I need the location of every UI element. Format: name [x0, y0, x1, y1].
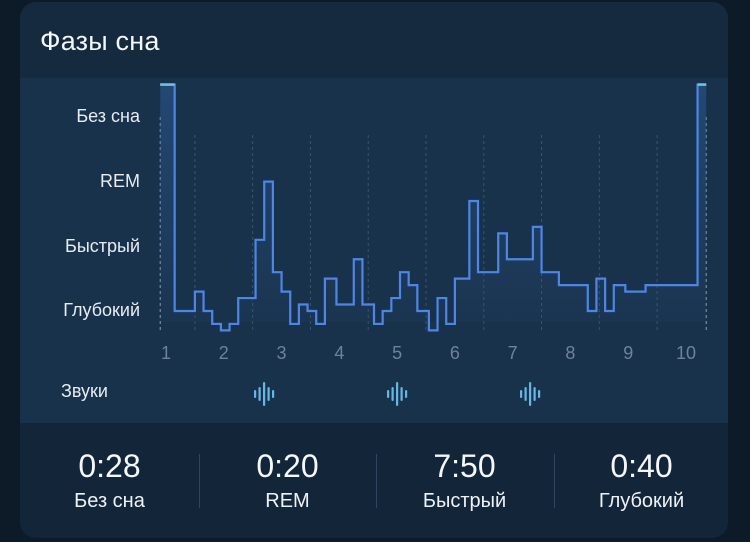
y-label-light: Быстрый	[65, 236, 140, 256]
x-tick-label: 10	[676, 343, 696, 363]
x-tick-label: 6	[450, 343, 460, 363]
stat-light: 7:50 Быстрый	[376, 446, 553, 513]
card-header: Фазы сна	[20, 2, 728, 78]
stat-deep-label: Глубокий	[598, 490, 685, 512]
y-label-awake: Без сна	[76, 106, 140, 126]
stat-light-label: Быстрый	[422, 490, 507, 512]
stat-deep: 0:40 Глубокий	[553, 446, 730, 513]
y-label-deep: Глубокий	[63, 300, 140, 320]
x-tick-label: 3	[277, 343, 287, 363]
stat-rem-label: REM	[265, 490, 310, 512]
stat-light-value: 7:50	[433, 448, 496, 484]
stat-rem: 0:20 REM	[199, 446, 376, 513]
x-tick-label: 8	[565, 343, 575, 363]
hypnogram-area	[160, 84, 707, 331]
x-tick-label: 2	[219, 343, 229, 363]
sleep-phases-card: Фазы сна	[20, 2, 728, 538]
stats-panel	[20, 423, 728, 538]
sound-wave-icon[interactable]	[251, 380, 277, 408]
hypnogram-line	[160, 83, 707, 332]
stat-rem-value: 0:20	[256, 448, 319, 484]
x-tick-label: 7	[508, 343, 518, 363]
x-tick-label: 4	[334, 343, 344, 363]
card-title: Фазы сна	[40, 26, 160, 56]
stat-divider	[199, 454, 200, 508]
stat-divider	[376, 454, 377, 508]
x-tick-label: 5	[392, 343, 402, 363]
stat-awake: 0:28 Без сна	[21, 446, 198, 513]
chart-panel	[20, 78, 728, 423]
stat-divider	[554, 454, 555, 508]
sound-wave-icon[interactable]	[517, 380, 543, 408]
stat-deep-value: 0:40	[610, 448, 673, 484]
stat-awake-value: 0:28	[78, 448, 141, 484]
x-tick-label: 1	[161, 343, 171, 363]
sounds-label: Звуки	[61, 381, 108, 401]
y-label-rem: REM	[100, 171, 140, 191]
sound-wave-icon[interactable]	[384, 380, 410, 408]
x-tick-label: 9	[623, 343, 633, 363]
stat-awake-label: Без сна	[74, 490, 145, 512]
